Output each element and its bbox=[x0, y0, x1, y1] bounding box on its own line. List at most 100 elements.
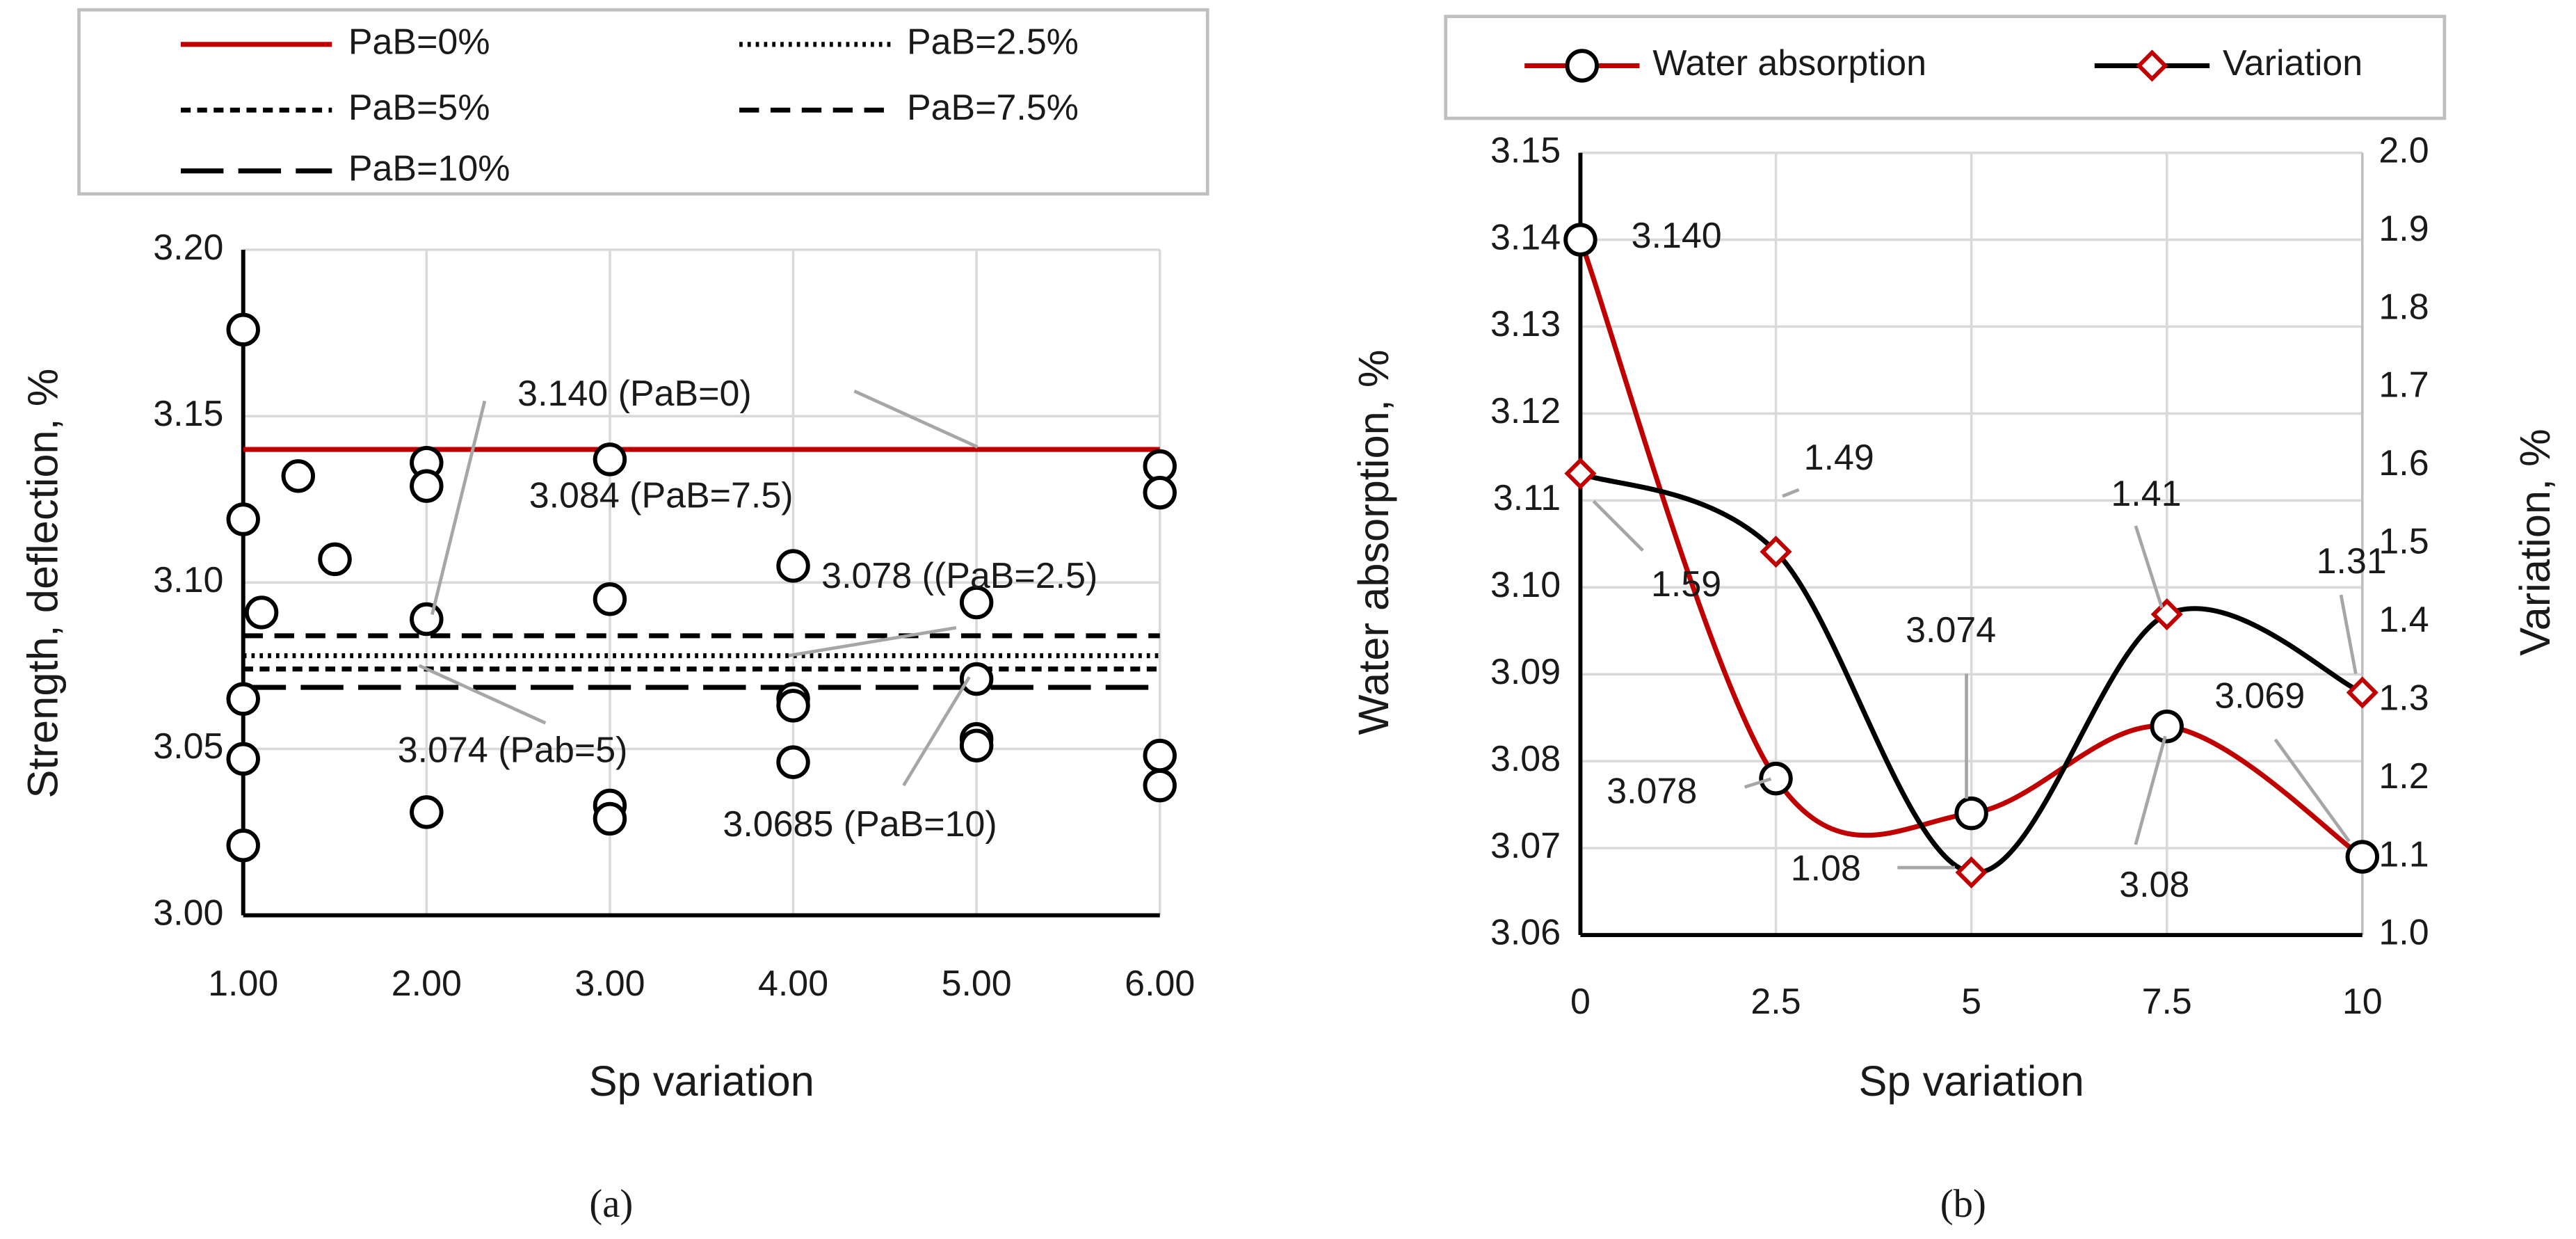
series-marker bbox=[2346, 676, 2378, 709]
y-tick-label: 3.13 bbox=[1490, 304, 1561, 344]
scatter-point bbox=[1143, 475, 1177, 510]
y2-tick-label: 1.8 bbox=[2378, 287, 2429, 327]
leader-line bbox=[430, 400, 487, 615]
y2-tick-label: 1.0 bbox=[2378, 913, 2429, 953]
scatter-point bbox=[1143, 738, 1177, 773]
y-tick-label: 3.08 bbox=[1490, 739, 1561, 779]
y2-tick-label: 1.2 bbox=[2378, 756, 2429, 797]
legend-label: PaB=5% bbox=[348, 88, 490, 128]
y2-tick-label: 2.0 bbox=[2378, 130, 2429, 170]
x-tick-label: 2.00 bbox=[392, 964, 462, 1004]
leader-line bbox=[1782, 488, 1800, 498]
x-tick-label: 7.5 bbox=[2142, 982, 2192, 1022]
data-label: 3.078 bbox=[1607, 772, 1697, 812]
x-tick-label: 3.00 bbox=[574, 964, 645, 1004]
y-axis-title: Water absorption, % bbox=[1350, 349, 1398, 735]
legend-label: PaB=10% bbox=[348, 148, 510, 189]
scatter-point bbox=[959, 662, 994, 696]
scatter-point bbox=[776, 549, 810, 583]
scatter-point bbox=[593, 582, 627, 616]
data-label: 1.08 bbox=[1791, 849, 1861, 889]
scatter-point bbox=[959, 728, 994, 762]
leader-line bbox=[1592, 499, 1644, 552]
series-line bbox=[1578, 239, 2364, 859]
leader-line bbox=[788, 625, 957, 657]
scatter-point bbox=[776, 745, 810, 779]
x-tick-label: 5.00 bbox=[942, 964, 1012, 1004]
y-tick-label: 3.10 bbox=[153, 560, 223, 600]
scatter-point bbox=[226, 829, 260, 863]
annotation: 3.074 (Pab=5) bbox=[398, 730, 628, 771]
legend-label: PaB=2.5% bbox=[907, 22, 1079, 62]
y2-tick-label: 1.6 bbox=[2378, 443, 2429, 483]
leader-line bbox=[1744, 777, 1772, 789]
y-tick-label: 3.15 bbox=[1490, 130, 1561, 170]
x-tick-label: 4.00 bbox=[758, 964, 828, 1004]
legend-label: Water absorption bbox=[1652, 43, 1926, 83]
leader-line bbox=[2134, 525, 2164, 609]
scatter-point bbox=[959, 585, 994, 620]
y-tick-label: 3.07 bbox=[1490, 826, 1561, 866]
scatter-point bbox=[410, 795, 444, 829]
caption: (b) bbox=[1940, 1182, 1986, 1226]
legend-marker bbox=[1565, 49, 1600, 83]
y2-tick-label: 1.5 bbox=[2378, 522, 2429, 562]
legend-label: Variation bbox=[2223, 43, 2362, 83]
scatter-point bbox=[410, 602, 444, 637]
series-marker bbox=[1564, 457, 1597, 490]
x-tick-label: 5 bbox=[1961, 982, 1981, 1022]
leader-line bbox=[418, 664, 547, 725]
scatter-point bbox=[1143, 768, 1177, 803]
series-marker bbox=[2345, 840, 2380, 874]
x-tick-label: 2.5 bbox=[1750, 982, 1801, 1022]
y2-tick-label: 1.7 bbox=[2378, 365, 2429, 406]
scatter-point bbox=[226, 312, 260, 347]
scatter-point bbox=[226, 742, 260, 776]
series-marker bbox=[1954, 796, 1988, 831]
annotation: 3.140 (PaB=0) bbox=[517, 374, 751, 414]
data-label: 1.31 bbox=[2317, 541, 2387, 582]
y-tick-label: 3.14 bbox=[1490, 217, 1561, 257]
y2-axis-title: Variation, % bbox=[2511, 429, 2559, 656]
scatter-point bbox=[410, 469, 444, 503]
data-label: 1.59 bbox=[1651, 564, 1721, 605]
leader-line bbox=[902, 676, 971, 787]
data-label: 3.08 bbox=[2119, 865, 2189, 905]
legend-label: PaB=7.5% bbox=[907, 88, 1079, 128]
leader-line bbox=[2134, 735, 2167, 845]
series-marker bbox=[1563, 223, 1597, 257]
scatter-point bbox=[318, 542, 352, 577]
data-label: 3.069 bbox=[2214, 676, 2305, 717]
leader-line bbox=[2339, 594, 2358, 674]
data-label: 1.49 bbox=[1804, 438, 1874, 478]
leader-line bbox=[853, 390, 979, 449]
series-marker bbox=[1955, 856, 1988, 889]
y-tick-label: 3.15 bbox=[153, 394, 223, 434]
y-tick-label: 3.05 bbox=[153, 726, 223, 767]
data-label: 1.41 bbox=[2111, 474, 2181, 514]
x-tick-label: 10 bbox=[2342, 982, 2383, 1022]
x-tick-label: 0 bbox=[1570, 982, 1591, 1022]
scatter-point bbox=[281, 459, 316, 493]
scatter-point bbox=[593, 442, 627, 477]
y-tick-label: 3.00 bbox=[153, 893, 223, 933]
y-tick-label: 3.20 bbox=[153, 227, 223, 268]
y2-tick-label: 1.9 bbox=[2378, 209, 2429, 249]
y2-tick-label: 1.1 bbox=[2378, 834, 2429, 874]
annotation: 3.0685 (PaB=10) bbox=[723, 804, 997, 845]
y-axis-title: Strength, deflection, % bbox=[19, 369, 67, 799]
legend-box bbox=[77, 8, 1209, 196]
x-tick-label: 6.00 bbox=[1125, 964, 1195, 1004]
data-label: 3.140 bbox=[1632, 216, 1722, 256]
series-marker bbox=[2150, 709, 2184, 744]
annotation: 3.084 (PaB=7.5) bbox=[529, 475, 794, 515]
leader-line bbox=[2273, 738, 2351, 842]
legend-label: PaB=0% bbox=[348, 22, 490, 62]
caption: (a) bbox=[589, 1182, 633, 1226]
data-label: 3.074 bbox=[1906, 610, 1996, 650]
scatter-point bbox=[226, 502, 260, 536]
x-axis-title: Sp variation bbox=[1858, 1057, 2084, 1105]
y-tick-label: 3.12 bbox=[1490, 391, 1561, 431]
y-tick-label: 3.06 bbox=[1490, 913, 1561, 953]
